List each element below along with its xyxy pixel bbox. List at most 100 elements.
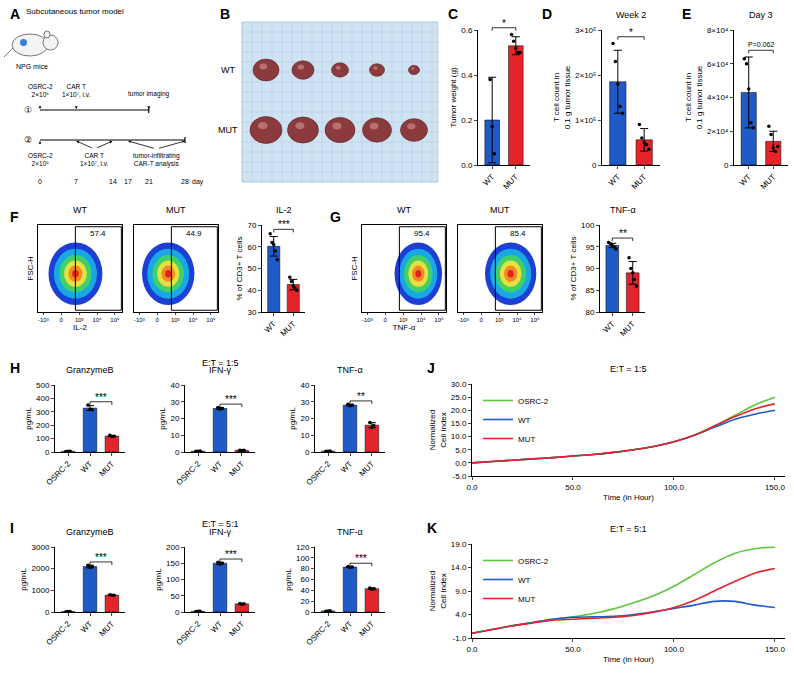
svg-text:100.0: 100.0 (664, 483, 685, 492)
svg-text:WT: WT (263, 319, 278, 334)
svg-text:*: * (629, 27, 633, 38)
svg-text:150.0: 150.0 (765, 483, 786, 492)
svg-text:OSRC-2: OSRC-2 (45, 619, 73, 647)
svg-text:20: 20 (300, 597, 309, 606)
svg-text:100: 100 (166, 575, 180, 584)
svg-text:WT: WT (397, 205, 411, 215)
svg-text:10: 10 (170, 431, 179, 440)
svg-text:2×10⁵: 2×10⁵ (575, 71, 596, 80)
svg-text:P=0.062: P=0.062 (748, 41, 774, 48)
svg-text:100: 100 (36, 434, 50, 443)
svg-text:***: *** (225, 394, 237, 405)
svg-text:E:T = 5:1: E:T = 5:1 (202, 519, 239, 529)
svg-text:tumor imaging: tumor imaging (128, 90, 170, 98)
svg-text:NormalizedCell Index: NormalizedCell Index (428, 410, 447, 450)
svg-text:MUT: MUT (358, 459, 377, 478)
svg-text:Subcutaneous tumor model: Subcutaneous tumor model (26, 7, 124, 16)
svg-text:*: * (502, 18, 506, 29)
svg-text:5.0: 5.0 (455, 446, 467, 455)
svg-text:①: ① (24, 105, 32, 115)
svg-text:6×10⁴: 6×10⁴ (707, 60, 729, 69)
svg-text:OSRC-2: OSRC-2 (305, 619, 333, 647)
svg-text:OSRC-2: OSRC-2 (45, 459, 73, 487)
svg-text:17: 17 (124, 178, 132, 185)
svg-text:***: *** (278, 219, 290, 230)
svg-text:50: 50 (170, 592, 179, 601)
svg-text:0: 0 (480, 317, 484, 323)
svg-text:WT: WT (738, 172, 753, 187)
svg-text:MUT: MUT (518, 595, 535, 604)
svg-text:***: *** (225, 549, 237, 560)
svg-text:3×10⁵: 3×10⁵ (575, 26, 596, 35)
svg-text:GranzymeB: GranzymeB (66, 527, 114, 537)
svg-text:40: 40 (300, 586, 309, 595)
svg-text:60: 60 (247, 243, 256, 252)
svg-text:E:T = 5:1: E:T = 5:1 (610, 524, 647, 534)
svg-text:-10³: -10³ (38, 317, 49, 323)
svg-text:TNF-α: TNF-α (393, 323, 416, 332)
svg-text:4×10⁴: 4×10⁴ (707, 93, 729, 102)
svg-text:21: 21 (145, 178, 153, 185)
svg-text:F: F (10, 209, 19, 225)
svg-text:10³: 10³ (399, 317, 408, 323)
svg-text:I: I (10, 520, 14, 536)
svg-text:0: 0 (45, 608, 50, 617)
svg-text:50.0: 50.0 (565, 483, 581, 492)
svg-text:NPG mice: NPG mice (16, 63, 48, 70)
svg-text:WT: WT (607, 172, 622, 187)
svg-text:0: 0 (175, 448, 180, 457)
svg-text:95: 95 (585, 243, 594, 252)
svg-text:28: 28 (181, 178, 189, 185)
svg-text:0: 0 (156, 317, 160, 323)
svg-text:50.0: 50.0 (565, 645, 581, 654)
svg-text:***: *** (95, 392, 107, 403)
svg-text:Week 2: Week 2 (616, 10, 646, 20)
svg-text:-10³: -10³ (134, 317, 145, 323)
svg-text:50: 50 (247, 264, 256, 273)
svg-text:H: H (10, 360, 20, 376)
svg-text:MUT: MUT (97, 459, 116, 478)
svg-text:B: B (220, 6, 230, 22)
svg-text:IFN-γ: IFN-γ (209, 365, 231, 375)
svg-text:30: 30 (300, 398, 309, 407)
svg-text:0: 0 (384, 317, 388, 323)
svg-text:10⁴: 10⁴ (188, 317, 198, 323)
svg-text:1×10⁵: 1×10⁵ (575, 116, 596, 125)
svg-text:400: 400 (36, 394, 50, 403)
svg-text:40: 40 (300, 381, 309, 390)
svg-text:OSRC-2: OSRC-2 (518, 397, 549, 406)
svg-text:MUT: MUT (501, 172, 520, 191)
svg-text:IL-2: IL-2 (73, 323, 87, 332)
svg-text:90: 90 (585, 264, 594, 273)
svg-text:C: C (448, 6, 458, 22)
svg-text:44.9: 44.9 (186, 229, 202, 238)
svg-text:10⁵: 10⁵ (110, 317, 120, 323)
svg-text:FSC-H: FSC-H (26, 256, 35, 281)
svg-text:0: 0 (38, 178, 42, 185)
svg-text:40: 40 (170, 381, 179, 390)
svg-text:20: 20 (170, 414, 179, 423)
svg-text:70: 70 (247, 221, 256, 230)
svg-text:***: *** (95, 552, 107, 563)
svg-text:pg/mL: pg/mL (288, 407, 297, 430)
svg-text:MUT: MUT (759, 172, 778, 191)
svg-text:95.4: 95.4 (414, 229, 430, 238)
svg-text:WT: WT (73, 205, 87, 215)
svg-text:10⁴: 10⁴ (92, 317, 102, 323)
svg-text:J: J (427, 360, 435, 376)
svg-text:10³: 10³ (75, 317, 84, 323)
svg-text:1000: 1000 (32, 586, 50, 595)
svg-text:WT: WT (339, 459, 354, 474)
svg-text:WT: WT (209, 619, 224, 634)
svg-text:25.0: 25.0 (451, 393, 467, 402)
svg-text:MUT: MUT (228, 459, 247, 478)
svg-text:tumor-infiltratingCAR-T analys: tumor-infiltratingCAR-T analysis (133, 152, 180, 168)
svg-text:WT: WT (518, 576, 531, 585)
svg-text:OSRC-2: OSRC-2 (175, 619, 203, 647)
svg-text:150.0: 150.0 (765, 645, 786, 654)
svg-text:85.4: 85.4 (510, 229, 526, 238)
svg-text:FSC-H: FSC-H (350, 256, 359, 281)
svg-text:10³: 10³ (495, 317, 504, 323)
svg-text:OSRC-22×10⁶: OSRC-22×10⁶ (28, 83, 53, 98)
svg-text:GranzymeB: GranzymeB (66, 365, 114, 375)
